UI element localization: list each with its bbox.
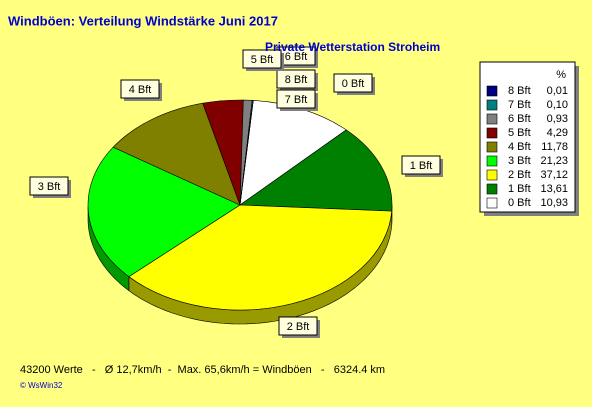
label-box [120,79,160,99]
legend-label: 2 Bft [508,169,531,181]
slice-label: 5 Bft [251,54,274,66]
slice-label: 1 Bft [410,160,433,172]
label-box [276,69,316,89]
slice-label: 4 Bft [129,84,152,96]
slice-label: 0 Bft [342,78,365,90]
legend-value: 11,78 [541,141,568,153]
slice-label: 2 Bft [287,321,310,333]
chart-title: Windböen: Verteilung Windstärke Juni 201… [8,13,278,28]
legend-label: 4 Bft [508,141,531,153]
legend-title: % [556,69,566,81]
legend-swatch [486,85,498,97]
legend-swatch [486,113,498,125]
legend-label: 8 Bft [508,85,531,97]
label-box [333,73,373,93]
legend-value: 0,10 [547,99,568,111]
legend-swatch [486,155,498,167]
footer: 43200 Werte - Ø 12,7km/h - Max. 65,6km/h… [20,364,385,376]
credit: © WsWin32 [20,381,63,390]
legend-value: 4,29 [547,127,568,139]
chart-subtitle: Private Wetterstation Stroheim [265,40,440,54]
legend-swatch [486,99,498,111]
legend-label: 1 Bft [508,183,531,195]
legend-value: 0,93 [547,113,568,125]
pie: 8 Bft 7 Bft 6 Bft 5 Bft 4 Bft 3 Bft 2 Bft 1 Bft… [29,46,443,338]
slice [239,129,393,212]
label-box [401,155,441,175]
legend-value: 10,93 [540,197,568,209]
legend-swatch [486,127,498,139]
label-box [242,49,282,69]
slice [239,100,254,206]
legend-label: 7 Bft [508,99,531,111]
legend-swatch [486,183,498,195]
legend-swatch [486,197,498,209]
label-box [278,316,318,336]
slice [112,102,241,206]
legend-value: 0,01 [547,85,568,97]
legend-label: 5 Bft [508,127,531,139]
legend-label: 0 Bft [508,197,531,209]
legend-value: 21,23 [540,155,568,167]
slice [87,146,241,278]
slice [128,204,393,311]
legend-swatch [486,169,498,181]
slice-label: 7 Bft [285,94,308,106]
slice-label: 3 Bft [38,181,61,193]
slice-label: 8 Bft [285,74,308,86]
label-box [29,176,69,196]
legend-swatch [486,141,498,153]
legend-label: 3 Bft [508,155,531,167]
label-box [276,89,316,109]
legend-label: 6 Bft [508,113,531,125]
slice-label: 6 Bft [285,51,308,63]
legend-value: 13,61 [540,183,568,195]
legend-value: 37,12 [540,169,568,181]
legend: % 8 Bft 0,01 7 Bft 0,10 6 Bft 0,93 5 Bft 4,29 4 … [479,61,579,216]
